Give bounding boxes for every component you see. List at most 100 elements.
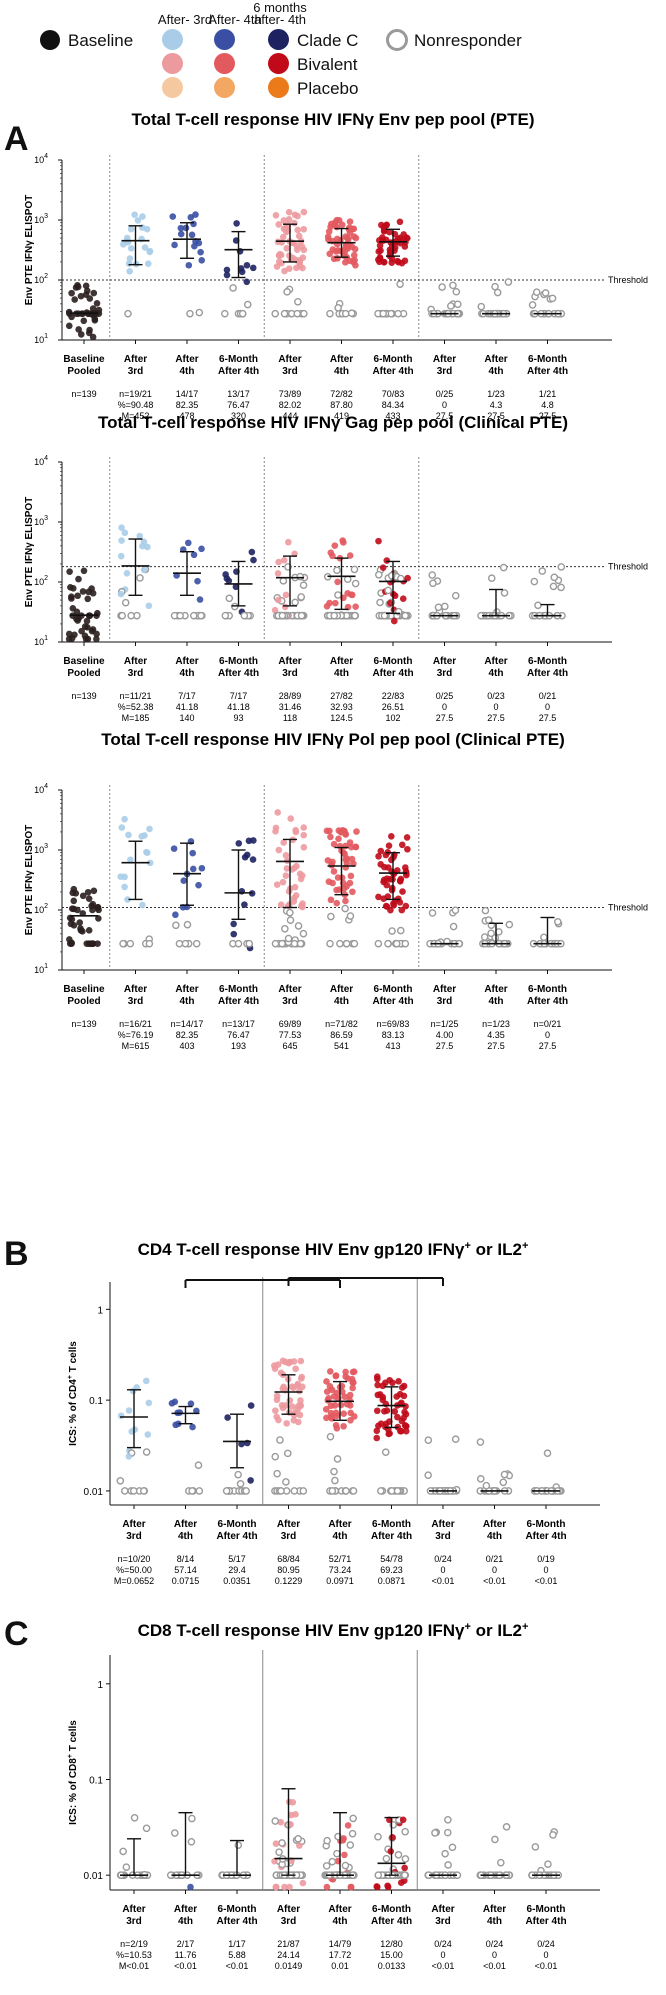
data-point <box>291 211 299 219</box>
stats-label: 0/24 <box>434 1554 452 1564</box>
stats-label: n=2/19 <box>120 1939 148 1949</box>
nonresponder-point <box>346 912 355 920</box>
data-point <box>285 208 293 216</box>
x-label-line1: 6-Month <box>372 1519 411 1530</box>
x-label-line1: Baseline <box>63 354 105 365</box>
x-label-line1: After <box>328 1519 351 1530</box>
legend-placebo-after4-dot <box>214 77 235 98</box>
stats-label: n=139 <box>71 1019 96 1029</box>
stats-label: 15.00 <box>380 1950 403 1960</box>
x-label-line2: 4th <box>489 996 504 1007</box>
data-point <box>280 217 288 224</box>
data-point <box>85 927 93 934</box>
data-point <box>123 570 131 577</box>
data-point <box>400 1382 408 1390</box>
data-point <box>278 259 285 267</box>
stats-label: 0/21 <box>539 691 557 701</box>
data-point <box>342 1373 349 1380</box>
data-point <box>241 901 248 908</box>
stats-label: 93 <box>233 713 243 723</box>
data-point <box>280 839 287 846</box>
x-label-line1: After <box>278 656 301 667</box>
x-label-line1: Baseline <box>63 984 105 995</box>
data-point <box>299 1879 307 1887</box>
data-point <box>283 244 291 252</box>
nonresponder-point <box>449 922 458 931</box>
data-point <box>327 896 335 904</box>
stats-label: <0.01 <box>535 1576 558 1586</box>
nonresponder-point <box>401 1827 409 1836</box>
nonresponder-point <box>484 916 493 924</box>
data-point <box>335 216 343 224</box>
nonresponder-point <box>328 1487 337 1495</box>
data-point <box>187 214 195 221</box>
nonresponder-point <box>451 906 460 915</box>
data-point <box>185 261 193 269</box>
data-point <box>403 834 411 841</box>
data-point <box>396 218 404 226</box>
data-point <box>379 564 387 571</box>
nonresponder-point <box>401 1855 410 1863</box>
threshold-label: Threshold <box>608 275 648 285</box>
x-label-line2: 4th <box>334 668 349 679</box>
stats-label: n=11/21 <box>119 691 151 701</box>
x-label-line1: 6-Month <box>528 656 567 667</box>
x-label-line2: After 4th <box>218 366 259 377</box>
data-point <box>396 877 404 884</box>
stats-label: 0/19 <box>537 1554 555 1564</box>
data-point <box>352 603 359 610</box>
data-point <box>85 588 92 596</box>
nonresponder-point <box>127 611 135 620</box>
nonresponder-point <box>273 1469 281 1478</box>
data-point <box>73 608 81 616</box>
data-point <box>187 1400 195 1408</box>
data-point <box>333 899 341 907</box>
stats-label: 0 <box>440 1950 445 1960</box>
data-point <box>300 843 308 851</box>
data-point <box>300 208 308 216</box>
data-point <box>400 231 407 238</box>
x-label-line2: 4th <box>487 1916 502 1927</box>
nonresponder-point <box>431 1829 439 1837</box>
stats-label: 0 <box>493 702 498 712</box>
x-label-line1: After <box>175 656 198 667</box>
stats-label: <0.01 <box>483 1961 506 1971</box>
stats-label: 5/17 <box>228 1554 246 1564</box>
data-point <box>282 591 290 599</box>
x-label-line1: After <box>433 656 456 667</box>
nonresponder-point <box>323 1836 331 1845</box>
data-point <box>145 602 153 610</box>
y-tick-label: 102 <box>34 273 48 285</box>
data-point <box>374 1883 381 1891</box>
x-label-line2: After 4th <box>371 1916 412 1927</box>
data-point <box>402 902 410 910</box>
data-point <box>232 583 240 591</box>
stats-label: 645 <box>282 1041 297 1051</box>
data-point <box>74 283 82 291</box>
x-label-line1: 6-Month <box>372 1904 411 1915</box>
y-tick-label: 0.1 <box>89 1775 103 1786</box>
nonresponder-point <box>334 304 342 312</box>
nonresponder-point <box>225 594 234 603</box>
nonresponder-point <box>197 611 205 620</box>
nonresponder-point <box>382 1854 391 1863</box>
data-point <box>334 578 341 586</box>
data-point <box>271 1857 278 1865</box>
nonresponder-point <box>374 1871 383 1879</box>
stats-label: n=13/17 <box>222 1019 255 1029</box>
stats-label: <0.01 <box>432 1576 455 1586</box>
nonresponder-point <box>379 309 388 318</box>
data-point <box>89 940 96 947</box>
data-point <box>146 248 154 256</box>
nonresponder-point <box>331 1476 339 1485</box>
data-point <box>346 224 353 231</box>
nonresponder-point <box>500 1470 509 1479</box>
data-point <box>79 892 87 900</box>
x-label-line2: 4th <box>180 366 195 377</box>
stats-label: 13/17 <box>227 389 250 399</box>
x-label-line1: After <box>124 656 147 667</box>
data-point <box>80 317 88 325</box>
data-point <box>65 635 73 643</box>
data-point <box>376 1391 384 1398</box>
data-point <box>277 251 285 259</box>
